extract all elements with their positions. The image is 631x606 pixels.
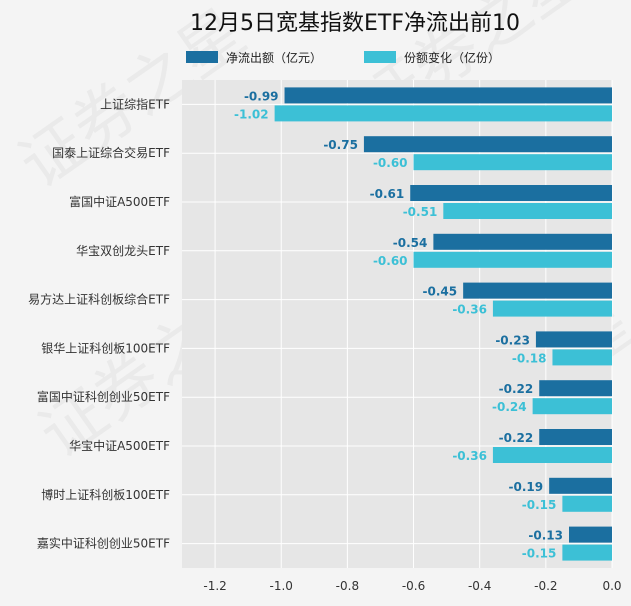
data-label: -0.75 — [323, 138, 358, 152]
category-label: 富国中证科创创业50ETF — [37, 389, 170, 404]
bar-net-outflow — [539, 380, 612, 397]
x-tick-label: 0.0 — [602, 579, 621, 593]
legend: 净流出额（亿元） 份额变化（亿份） — [186, 50, 500, 65]
data-label: -0.36 — [452, 449, 487, 463]
category-label: 易方达上证科创板综合ETF — [28, 292, 170, 307]
bar-net-outflow — [549, 477, 612, 494]
data-label: -0.19 — [509, 480, 544, 494]
data-label: -0.15 — [522, 498, 557, 512]
category-label: 嘉实中证科创创业50ETF — [37, 536, 170, 551]
bar-share-change — [562, 544, 612, 561]
data-label: -0.13 — [528, 529, 563, 543]
x-tick-label: -0.4 — [468, 579, 491, 593]
data-label: -0.61 — [370, 187, 405, 201]
axis-layer: -1.2 -1.0 -0.8 -0.6 -0.4 -0.2 0.0 上证综指ETF 国泰上证综合… — [28, 96, 621, 593]
bars-layer — [274, 87, 612, 561]
bar-net-outflow — [463, 282, 612, 299]
data-label: -0.99 — [244, 89, 279, 103]
data-label: -0.60 — [373, 156, 408, 170]
data-label: -0.22 — [499, 431, 534, 445]
category-label: 博时上证科创板100ETF — [41, 487, 170, 502]
x-tick-label: -1.0 — [270, 579, 293, 593]
bar-share-change — [413, 251, 612, 268]
data-label: -1.02 — [234, 107, 269, 121]
grid-layer — [182, 80, 613, 568]
legend-label: 净流出额（亿元） — [226, 50, 322, 65]
x-tick-label: -1.2 — [203, 579, 226, 593]
x-tick-label: -0.6 — [402, 579, 425, 593]
bar-share-change — [274, 105, 612, 122]
bar-net-outflow — [284, 87, 612, 104]
bar-net-outflow — [363, 136, 612, 153]
category-label: 上证综指ETF — [100, 96, 170, 111]
category-label: 华宝双创龙头ETF — [76, 244, 170, 258]
data-label: -0.45 — [423, 285, 458, 299]
data-label: -0.36 — [452, 303, 487, 317]
bar-share-change — [492, 300, 612, 317]
category-label: 国泰上证综合交易ETF — [52, 145, 170, 160]
data-label: -0.24 — [492, 400, 527, 414]
data-label: -0.22 — [499, 382, 534, 396]
x-tick-label: -0.8 — [336, 579, 359, 593]
data-label: -0.15 — [522, 547, 557, 561]
bar-share-change — [443, 203, 612, 219]
category-label: 华宝中证A500ETF — [69, 438, 170, 453]
legend-swatch — [186, 51, 218, 63]
bar-net-outflow — [410, 185, 612, 201]
data-label: -0.18 — [512, 351, 547, 365]
legend-swatch — [364, 51, 396, 63]
bar-share-change — [492, 447, 612, 463]
category-label: 银华上证科创板100ETF — [41, 341, 170, 355]
data-label: -0.23 — [495, 333, 530, 347]
data-label: -0.60 — [373, 254, 408, 268]
bar-net-outflow — [539, 429, 612, 445]
x-tick-label: -0.2 — [534, 579, 557, 593]
chart-title: 12月5日宽基指数ETF净流出前10 — [190, 11, 520, 36]
data-label: -0.51 — [403, 205, 438, 219]
labels-layer: -0.99 -1.02 -0.75 -0.60 -0.61 -0.51 -0.54 -0.60… — [234, 89, 563, 560]
bar-share-change — [532, 398, 612, 415]
bar-net-outflow — [535, 331, 612, 348]
bar-net-outflow — [569, 526, 612, 543]
legend-label: 份额变化（亿份） — [404, 50, 500, 65]
bar-share-change — [562, 495, 612, 512]
bar-net-outflow — [433, 233, 612, 250]
category-label: 富国中证A500ETF — [69, 194, 170, 209]
bar-share-change — [552, 349, 612, 366]
bar-share-change — [413, 154, 612, 171]
data-label: -0.54 — [393, 236, 428, 250]
